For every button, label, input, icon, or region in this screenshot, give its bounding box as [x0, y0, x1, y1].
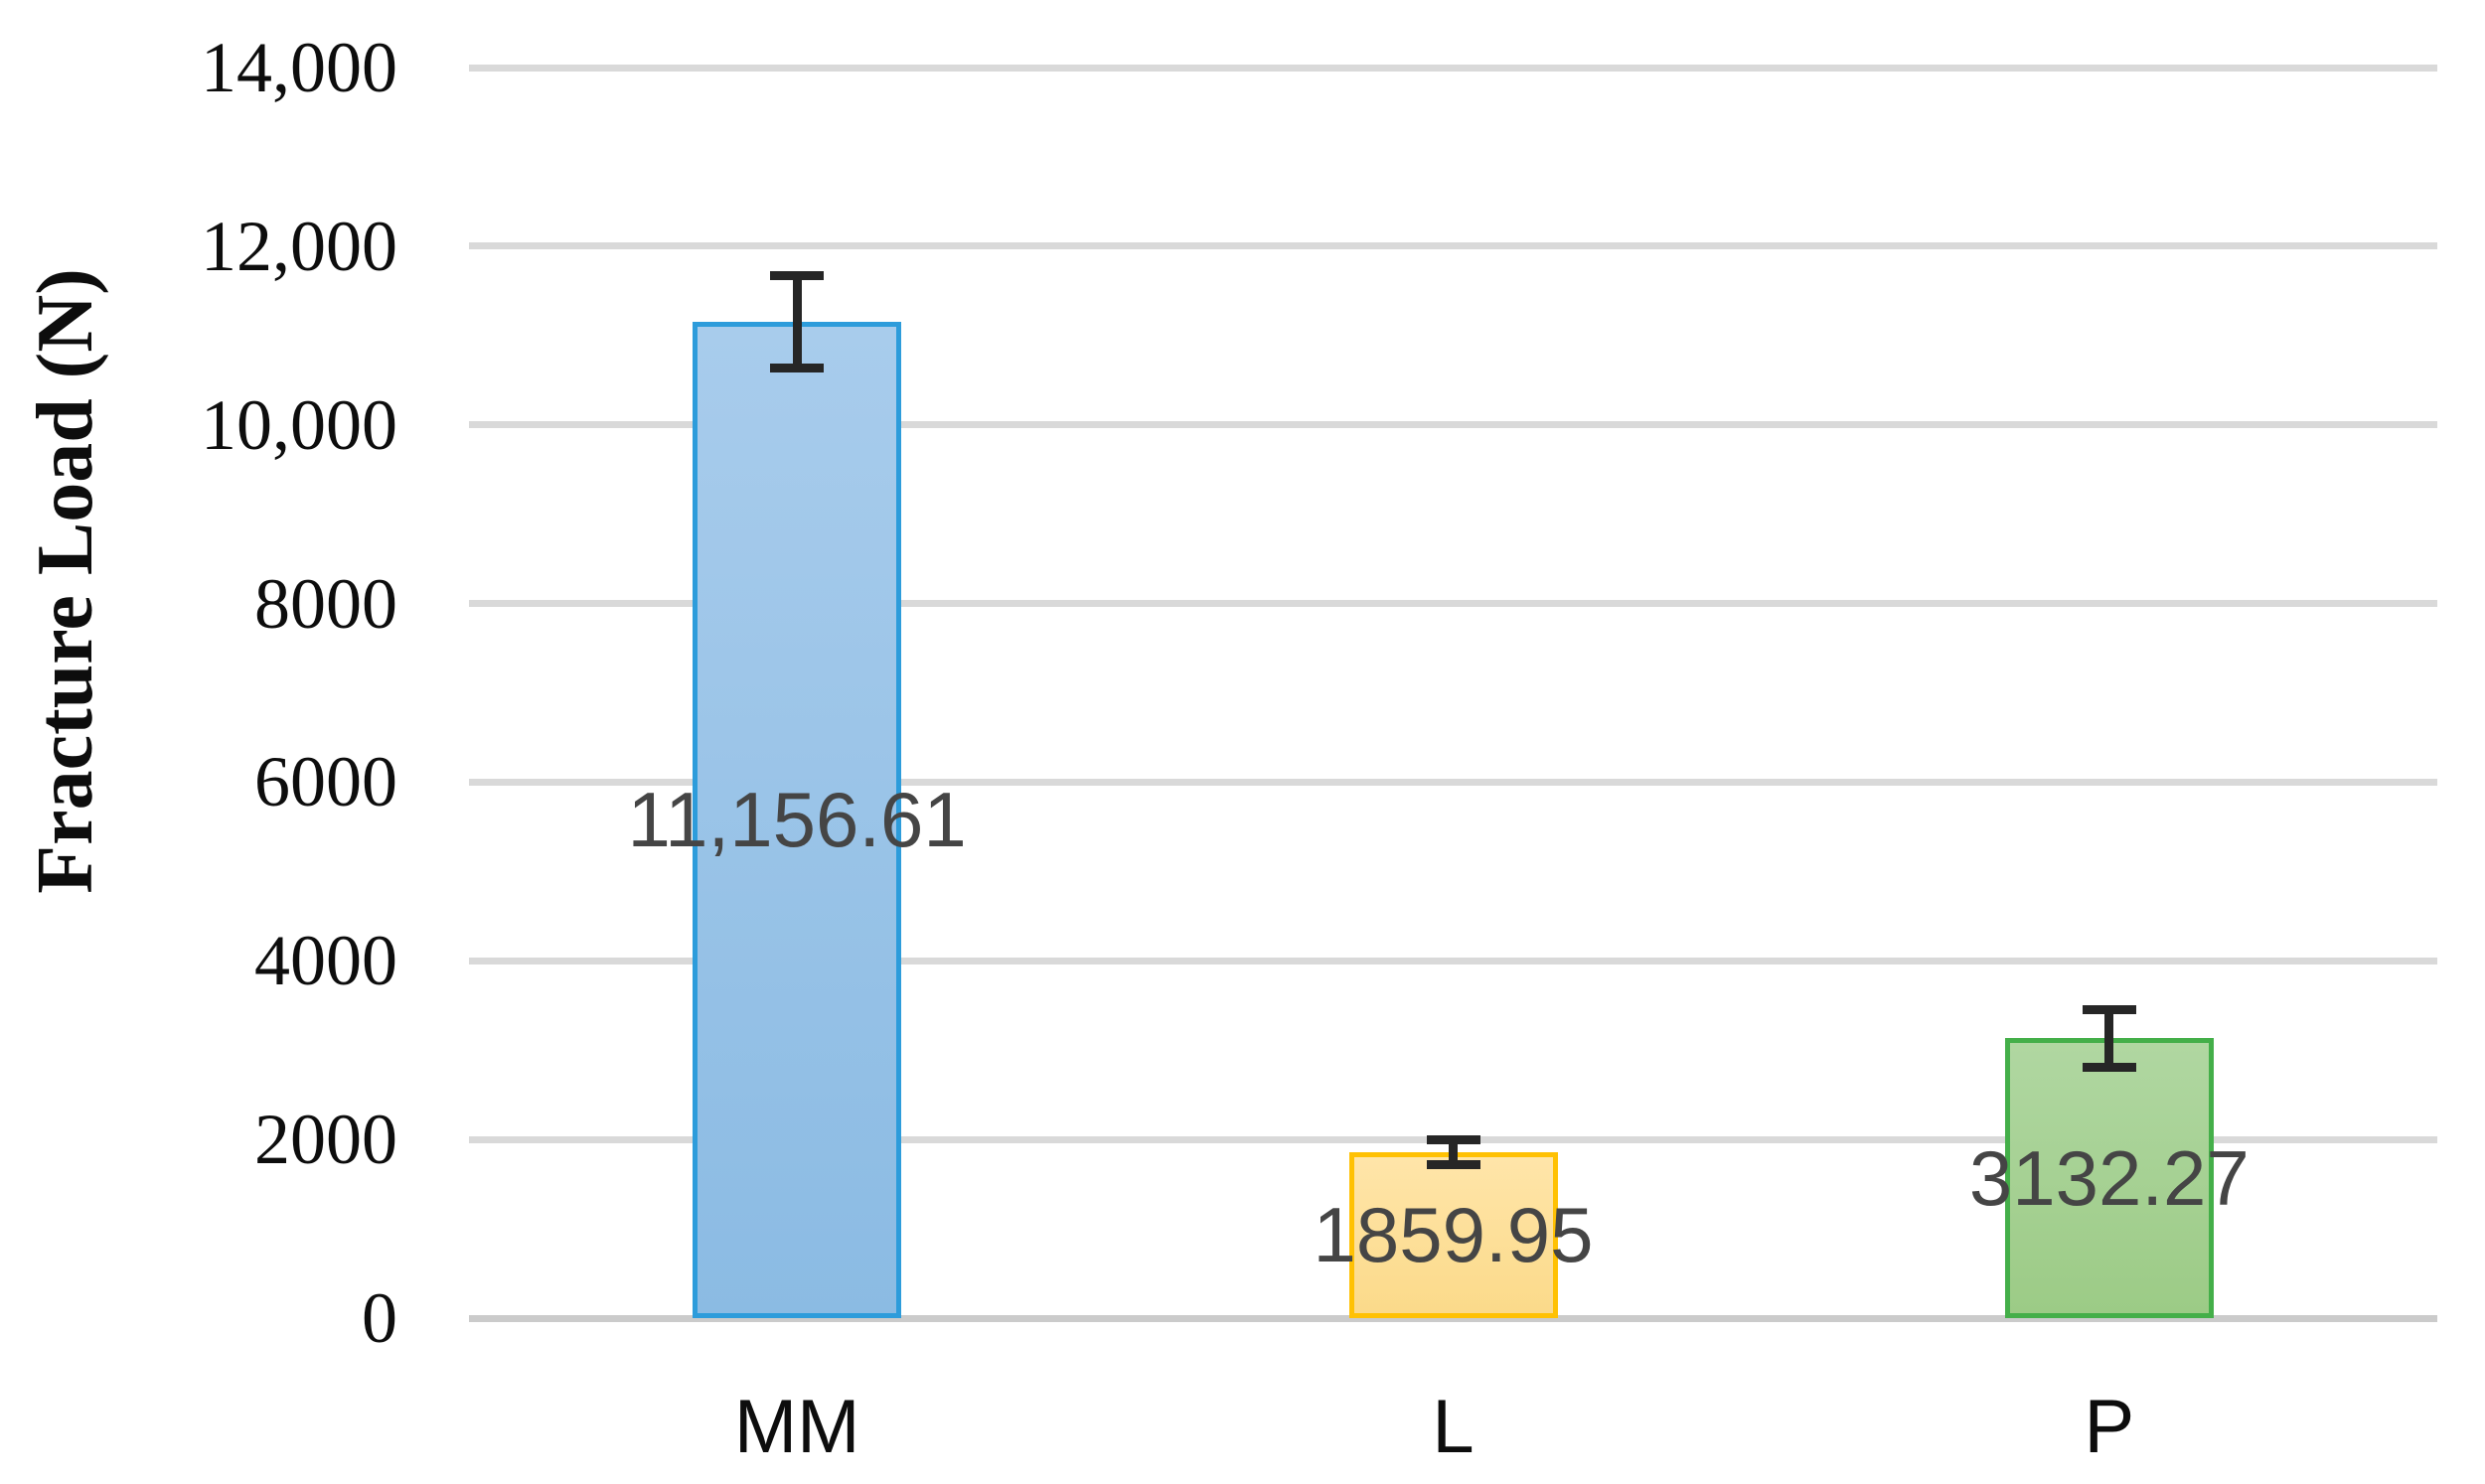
- error-bar-line: [1449, 1139, 1458, 1165]
- gridline: [469, 421, 2437, 429]
- gridline: [469, 957, 2437, 965]
- category-label-p: P: [2084, 1385, 2135, 1469]
- y-tick-label: 0: [362, 1278, 397, 1358]
- y-tick-label: 6000: [254, 742, 397, 822]
- y-tick-label: 14,000: [201, 28, 397, 107]
- bar-value-label: 1859.95: [1313, 1191, 1594, 1279]
- y-tick-label: 2000: [254, 1100, 397, 1180]
- y-tick-label: 4000: [254, 921, 397, 1001]
- error-bar-bottom-cap: [770, 363, 825, 372]
- error-bar-line: [792, 275, 802, 369]
- error-bar-bottom-cap: [1426, 1159, 1480, 1169]
- bar-p: [2004, 1038, 2214, 1318]
- x-axis-line: [469, 1314, 2437, 1322]
- bar-value-label: 11,156.61: [627, 776, 967, 864]
- error-bar-top-cap: [2082, 1004, 2136, 1014]
- error-bar-line: [2104, 1009, 2114, 1068]
- category-label-l: L: [1432, 1385, 1475, 1469]
- y-tick-label: 10,000: [201, 384, 397, 465]
- bar-mm: [693, 321, 902, 1318]
- gridline: [469, 600, 2437, 608]
- error-bar-top-cap: [1426, 1134, 1480, 1144]
- error-bar-top-cap: [770, 270, 825, 280]
- bar-l: [1348, 1151, 1558, 1318]
- gridline: [469, 242, 2437, 250]
- error-bar-bottom-cap: [2082, 1062, 2136, 1072]
- y-tick-label: 8000: [254, 563, 397, 644]
- category-label-mm: MM: [733, 1385, 860, 1469]
- bar-value-label: 3132.27: [1968, 1134, 2250, 1223]
- gridline: [469, 778, 2437, 786]
- y-tick-label: 12,000: [201, 206, 397, 286]
- gridline: [469, 64, 2437, 72]
